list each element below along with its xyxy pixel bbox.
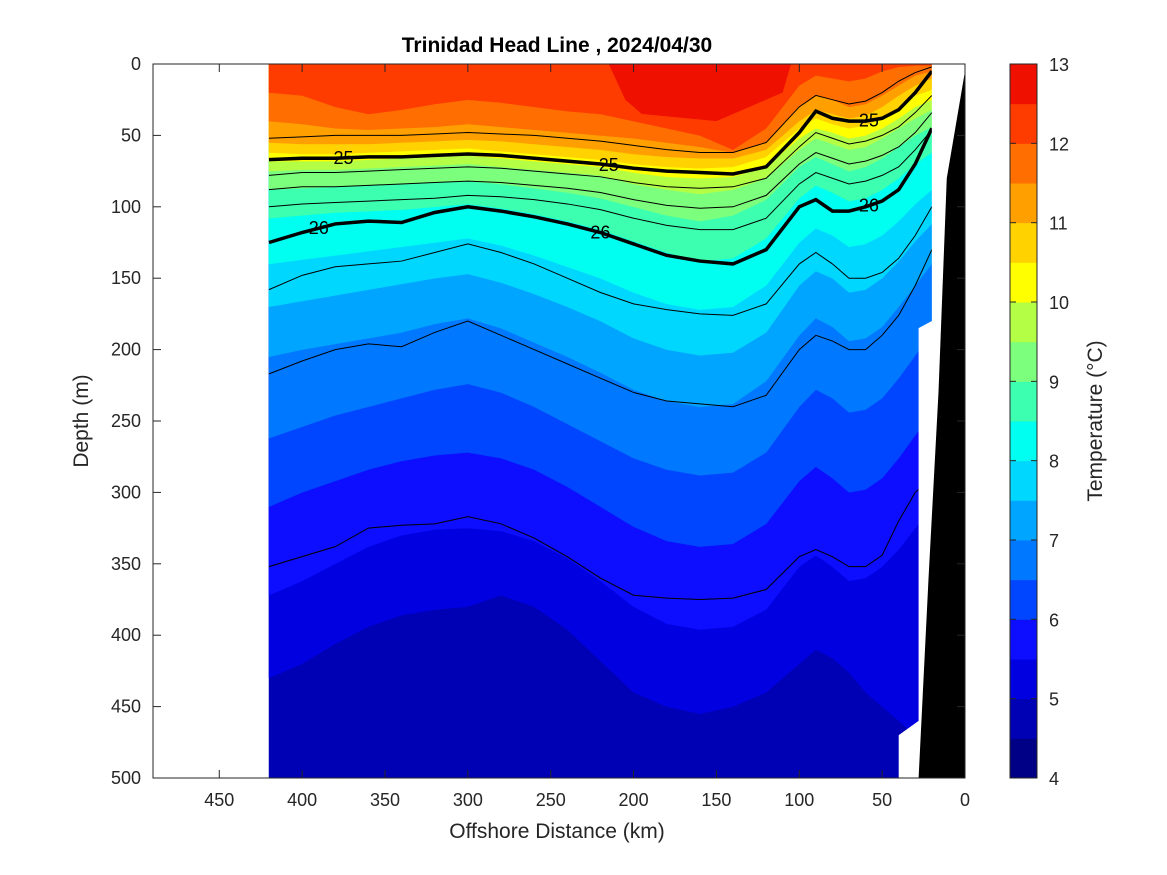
y-tick-label: 150 <box>111 268 141 288</box>
x-tick-label: 400 <box>287 790 317 810</box>
colorbar-segment <box>1010 222 1037 263</box>
colorbar-frame <box>1009 63 1038 779</box>
density-contour-25 <box>268 70 934 176</box>
colorbar-segment <box>1010 103 1037 144</box>
colorbar-segment <box>1010 421 1037 462</box>
y-tick-label: 500 <box>111 768 141 788</box>
density-label: 25 <box>859 111 879 131</box>
x-tick-label: 50 <box>872 790 892 810</box>
colorbar-segment <box>1010 619 1037 660</box>
x-tick-label: 250 <box>536 790 566 810</box>
density-contour-thin <box>268 129 933 231</box>
density-contour-thin <box>268 95 933 189</box>
colorbar-segment <box>1010 460 1037 501</box>
colorbar-segment <box>1010 381 1037 422</box>
y-tick-label: 0 <box>131 54 141 74</box>
temp-band-warm-pocket <box>608 64 791 122</box>
y-tick-label: 50 <box>121 125 141 145</box>
density-contours: 25 26 25 26 25 26 <box>268 66 934 601</box>
colorbar-segment <box>1010 183 1037 224</box>
y-tick-label: 250 <box>111 411 141 431</box>
x-tick-label: 300 <box>453 790 483 810</box>
density-contour-26 <box>268 127 934 266</box>
density-contour-thin <box>268 112 933 209</box>
colorbar-segment <box>1010 143 1037 184</box>
colorbar-tick-label: 12 <box>1049 134 1069 154</box>
temperature-fills <box>268 63 933 779</box>
y-tick-label: 350 <box>111 554 141 574</box>
colorbar-segment <box>1010 579 1037 620</box>
y-axis-label: Depth (m) <box>70 374 93 467</box>
colorbar-segment <box>1010 262 1037 303</box>
density-label: 25 <box>334 148 354 168</box>
colorbar-tick-label: 4 <box>1049 769 1059 789</box>
colorbar-label: Temperature (°C) <box>1084 340 1107 501</box>
x-tick-label: 0 <box>960 790 970 810</box>
colorbar-tick-label: 10 <box>1049 293 1069 313</box>
colorbar-tick-label: 9 <box>1049 372 1059 392</box>
colorbar-segment <box>1010 698 1037 739</box>
y-tick-label: 450 <box>111 697 141 717</box>
y-tick-label: 300 <box>111 482 141 502</box>
density-contour-thin <box>268 249 933 408</box>
chart-title: Trinidad Head Line , 2024/04/30 <box>402 34 712 57</box>
colorbar-segment <box>1010 500 1037 541</box>
colorbar-segment <box>1010 302 1037 343</box>
plot-area: 25 26 25 26 25 26 <box>152 63 966 779</box>
x-tick-label: 450 <box>204 790 234 810</box>
colorbar-segment <box>1010 738 1037 779</box>
y-tick-label: 100 <box>111 197 141 217</box>
colorbar-segment <box>1010 64 1037 105</box>
colorbar-segment <box>1010 540 1037 581</box>
density-contour-thin <box>268 206 933 316</box>
x-axis: 450 400 350 300 250 200 150 100 50 0 <box>204 64 970 810</box>
colorbar-segment <box>1010 341 1037 382</box>
bathymetry <box>898 64 965 778</box>
x-tick-label: 150 <box>701 790 731 810</box>
colorbar: 4 5 6 7 8 9 10 11 12 13 <box>1009 55 1069 789</box>
colorbar-tick-label: 8 <box>1049 452 1059 472</box>
x-tick-label: 100 <box>784 790 814 810</box>
colorbar-segment <box>1010 659 1037 700</box>
x-tick-label: 350 <box>370 790 400 810</box>
colorbar-tick-label: 13 <box>1049 55 1069 75</box>
colorbar-tick-label: 11 <box>1049 214 1068 234</box>
colorbar-tick-label: 7 <box>1049 531 1059 551</box>
colorbar-tick-label: 5 <box>1049 690 1059 710</box>
seafloor-wedge <box>918 71 965 778</box>
density-contour-thin <box>268 66 933 154</box>
y-axis: 0 50 100 150 200 250 300 350 400 450 500 <box>111 54 965 788</box>
y-tick-label: 400 <box>111 625 141 645</box>
x-axis-label: Offshore Distance (km) <box>449 820 665 843</box>
y-tick-label: 200 <box>111 340 141 360</box>
x-tick-label: 200 <box>619 790 649 810</box>
density-label: 26 <box>859 196 879 216</box>
density-label: 26 <box>309 218 329 238</box>
colorbar-tick-label: 6 <box>1049 610 1059 630</box>
density-contour-thin <box>268 477 933 601</box>
density-label: 25 <box>599 155 619 175</box>
density-label: 26 <box>590 223 610 243</box>
